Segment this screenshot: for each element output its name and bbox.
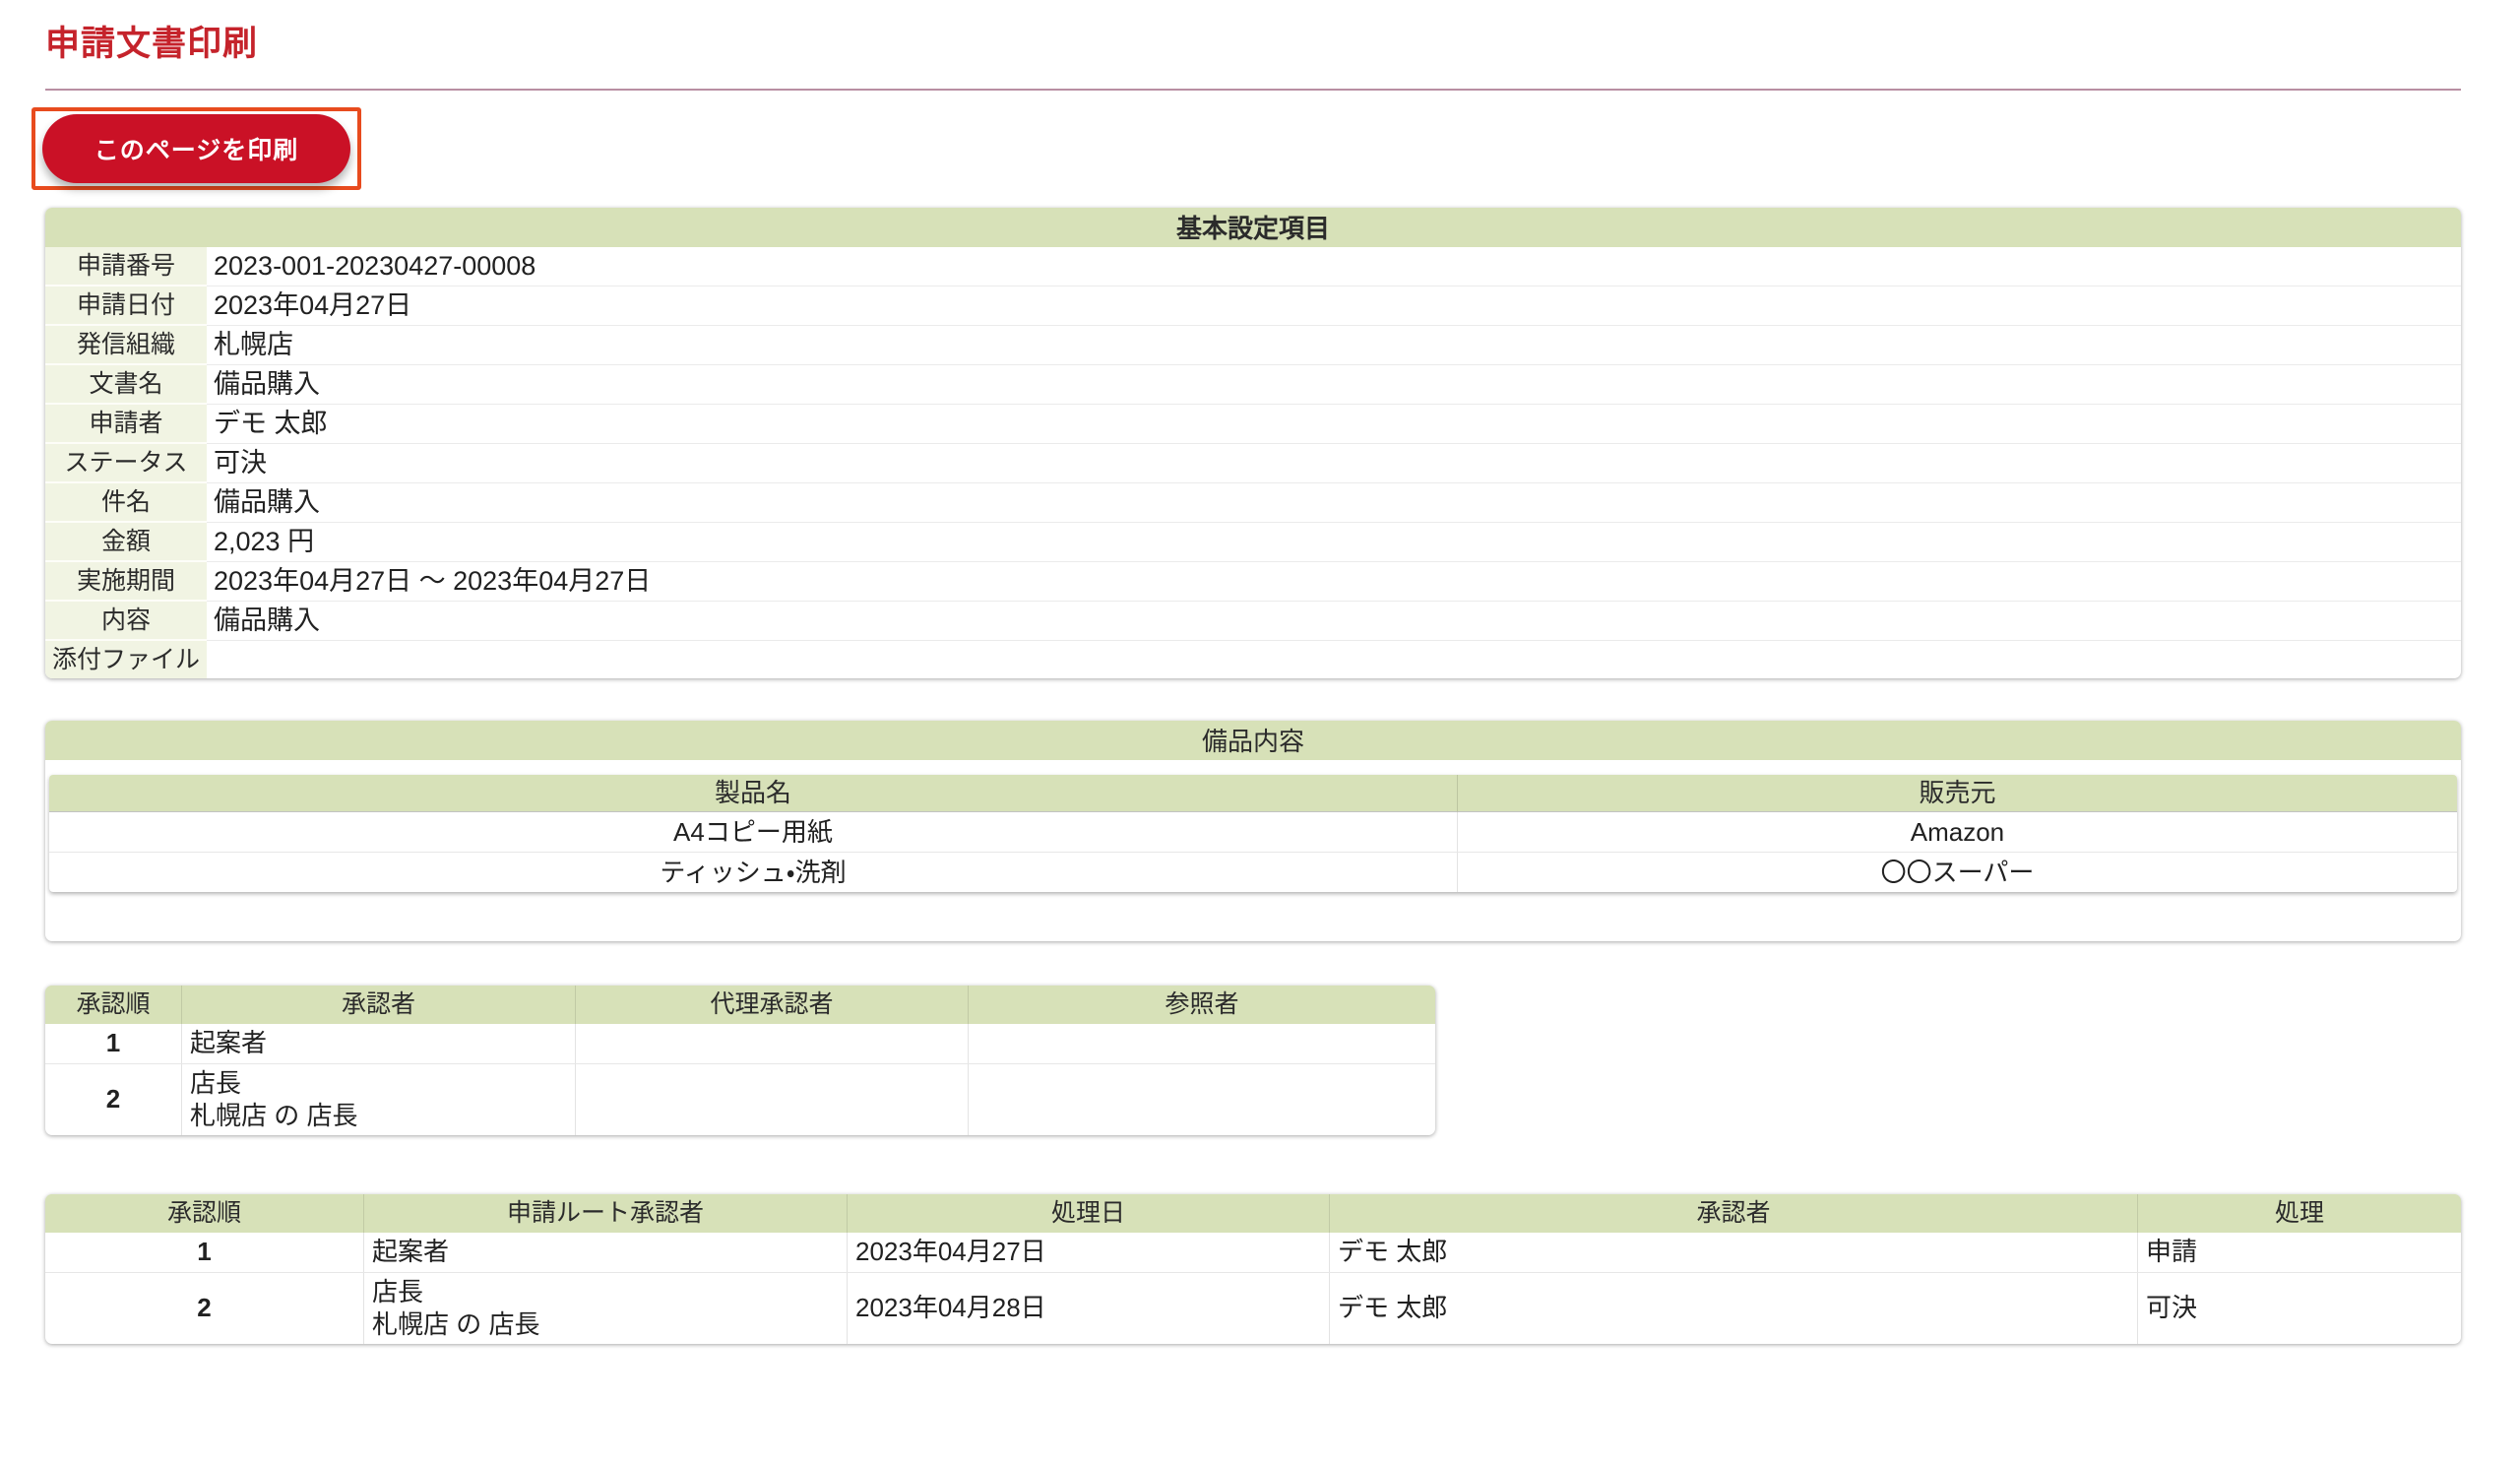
vendor-cell: 〇〇スーパー [1880, 857, 2035, 887]
approver-name-cell: デモ 太郎 [1330, 1272, 2138, 1344]
table-row: 添付ファイル [45, 640, 2461, 678]
row-value: 札幌店 [207, 326, 2461, 365]
column-header: 承認者 [1330, 1193, 2138, 1233]
approver-line: 店長 [190, 1067, 242, 1098]
table-row: 1 起案者 2023年04月27日 デモ 太郎 申請 [45, 1232, 2461, 1273]
product-name-cell: A4コピー用紙 [49, 811, 1458, 852]
route-approver-cell: 店長 札幌店 の 店長 [364, 1272, 848, 1344]
approver-name-cell: デモ 太郎 [1330, 1232, 2138, 1272]
viewer-cell [969, 1024, 1435, 1063]
table-row: 発信組織 札幌店 [45, 325, 2461, 365]
print-button-area: このページを印刷 [32, 106, 2461, 190]
table-row: 2 店長 札幌店 の 店長 2023年04月28日 デモ 太郎 可決 [45, 1272, 2461, 1344]
row-value: 可決 [207, 444, 2461, 483]
row-value: 2023年04月27日 [207, 287, 2461, 326]
proxy-approver-cell [576, 1023, 969, 1063]
row-label: 実施期間 [45, 561, 207, 602]
table-row: 内容 備品購入 [45, 601, 2461, 641]
row-label: 申請者 [45, 404, 207, 444]
process-date-cell: 2023年04月27日 [848, 1232, 1330, 1272]
application-document-print-page: 申請文書印刷 このページを印刷 基本設定項目 申請番号 2023-001-202… [32, 25, 2461, 1344]
route-approver-line: 起案者 [372, 1237, 450, 1266]
approval-order-cell: 2 [45, 1063, 182, 1135]
table-row: 1 起案者 [45, 1023, 1435, 1064]
table-row: ティッシュ・洗剤 〇〇スーパー [49, 852, 2457, 892]
column-header: 処理 [2138, 1193, 2461, 1233]
column-header: 承認者 [182, 985, 576, 1024]
row-label: 件名 [45, 482, 207, 523]
table-row: 申請者 デモ 太郎 [45, 404, 2461, 444]
approval-history-body: 1 起案者 2023年04月27日 デモ 太郎 申請 2 店長 札幌店 の 店長… [45, 1232, 2461, 1344]
approval-order-cell: 1 [45, 1023, 182, 1063]
row-label: 申請番号 [45, 246, 207, 287]
approval-route-body: 1 起案者 2 店長 札幌店 の 店長 [45, 1023, 1435, 1135]
basic-settings-section: 基本設定項目 申請番号 2023-001-20230427-00008 申請日付… [45, 207, 2461, 678]
equipment-section: 備品内容 製品名 販売元 A4コピー用紙 Amazon ティッシュ・洗剤 〇〇ス… [45, 720, 2461, 941]
row-label: 発信組織 [45, 325, 207, 365]
table-row: 文書名 備品購入 [45, 364, 2461, 405]
equipment-section-header: 備品内容 [45, 720, 2461, 760]
process-date-cell: 2023年04月28日 [848, 1272, 1330, 1344]
action-cell: 可決 [2146, 1293, 2198, 1322]
product-name-cell: ティッシュ・洗剤 [49, 852, 1458, 892]
column-header: 参照者 [969, 985, 1435, 1024]
approval-route-header-row: 承認順 承認者 代理承認者 参照者 [45, 985, 1435, 1024]
route-approver-line: 札幌店 の 店長 [372, 1308, 540, 1339]
approval-route-table: 承認順 承認者 代理承認者 参照者 1 起案者 2 店長 札幌店 の 店長 [45, 985, 1435, 1135]
approver-lines: 店長 札幌店 の 店長 [190, 1067, 567, 1132]
row-value: 備品購入 [207, 365, 2461, 405]
table-row: 実施期間 2023年04月27日 ～ 2023年04月27日 [45, 561, 2461, 602]
row-value: デモ 太郎 [207, 405, 2461, 444]
row-value: 2023-001-20230427-00008 [207, 247, 2461, 287]
vendor-cell: Amazon [1910, 816, 2005, 847]
column-header: 販売元 [1457, 774, 2457, 812]
approver-line: 札幌店 の 店長 [190, 1100, 358, 1130]
approval-order-cell: 2 [45, 1272, 364, 1344]
viewer-cell [969, 1064, 1435, 1135]
table-row: A4コピー用紙 Amazon [49, 811, 2457, 853]
column-header: 承認順 [45, 1193, 364, 1233]
route-approver-line: 店長 [372, 1276, 424, 1306]
row-value: 2,023 円 [207, 523, 2461, 562]
table-row: 申請日付 2023年04月27日 [45, 286, 2461, 326]
table-row: 申請番号 2023-001-20230427-00008 [45, 246, 2461, 287]
print-button-focus-ring: このページを印刷 [32, 106, 361, 190]
page-title: 申請文書印刷 [45, 25, 259, 63]
column-header: 代理承認者 [576, 985, 969, 1024]
approval-order-cell: 1 [45, 1232, 364, 1272]
proxy-approver-cell [576, 1063, 969, 1135]
column-header: 承認順 [45, 985, 182, 1024]
row-value: 備品購入 [207, 483, 2461, 523]
table-row: 金額 2,023 円 [45, 522, 2461, 562]
equipment-table: 製品名 販売元 A4コピー用紙 Amazon ティッシュ・洗剤 〇〇スーパー [49, 774, 2457, 892]
column-header: 申請ルート承認者 [364, 1193, 848, 1233]
row-label: 添付ファイル [45, 640, 207, 678]
approver-cell: 店長 札幌店 の 店長 [182, 1063, 576, 1135]
table-row: ステータス 可決 [45, 443, 2461, 483]
equipment-table-body: A4コピー用紙 Amazon ティッシュ・洗剤 〇〇スーパー [49, 811, 2457, 892]
row-value: 2023年04月27日 ～ 2023年04月27日 [207, 562, 2461, 602]
table-row: 件名 備品購入 [45, 482, 2461, 523]
row-label: 金額 [45, 522, 207, 562]
row-value [207, 641, 2461, 678]
row-label: 内容 [45, 601, 207, 641]
approval-history-table: 承認順 申請ルート承認者 処理日 承認者 処理 1 起案者 2023年04月27… [45, 1193, 2461, 1344]
row-label: 申請日付 [45, 286, 207, 326]
column-header: 処理日 [848, 1193, 1330, 1233]
route-approver-cell: 起案者 [364, 1232, 848, 1272]
print-page-button[interactable]: このページを印刷 [42, 113, 350, 183]
row-value: 備品購入 [207, 602, 2461, 641]
equipment-header-row: 製品名 販売元 [49, 774, 2457, 812]
table-row: 2 店長 札幌店 の 店長 [45, 1063, 1435, 1135]
row-label: ステータス [45, 443, 207, 483]
title-divider [45, 88, 2461, 91]
column-header: 製品名 [49, 774, 1458, 812]
row-label: 文書名 [45, 364, 207, 405]
approver-cell: 起案者 [182, 1023, 576, 1063]
approval-history-header-row: 承認順 申請ルート承認者 処理日 承認者 処理 [45, 1193, 2461, 1233]
basic-settings-header: 基本設定項目 [45, 207, 2461, 247]
route-approver-lines: 店長 札幌店 の 店長 [372, 1276, 839, 1341]
approver-line: 起案者 [190, 1028, 268, 1057]
action-cell: 申請 [2146, 1237, 2198, 1266]
